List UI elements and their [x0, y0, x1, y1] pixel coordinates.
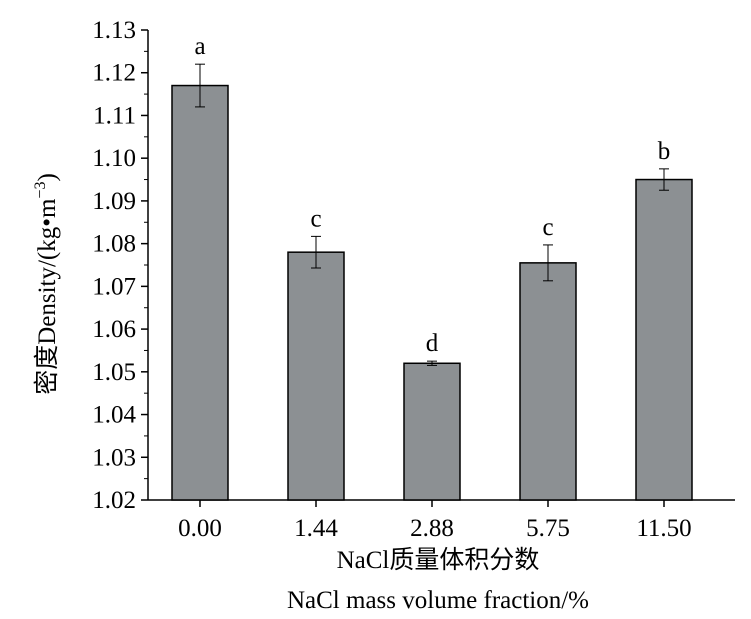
- x-tick-label: 0.00: [178, 515, 222, 542]
- bar: [171, 84, 229, 501]
- x-axis-title-cn: NaCl质量体积分数: [337, 546, 540, 574]
- x-axis-ticks: 0.00 1.44 2.88 5.75 11.50: [178, 500, 692, 542]
- y-tick-label: 1.10: [92, 145, 136, 172]
- y-tick-label: 1.09: [92, 188, 136, 215]
- bar: [635, 178, 693, 501]
- bar: [519, 262, 577, 501]
- significance-label: b: [658, 138, 671, 165]
- bars: a c d c b: [171, 33, 693, 501]
- y-tick-label: 1.08: [92, 231, 136, 258]
- y-tick-label: 1.05: [92, 359, 136, 386]
- y-tick-label: 1.13: [92, 17, 136, 44]
- bar: [403, 362, 461, 501]
- x-axis-title-en: NaCl mass volume fraction/%: [287, 587, 589, 614]
- significance-label: c: [310, 205, 321, 232]
- significance-label: d: [426, 330, 439, 357]
- y-tick-label: 1.07: [92, 273, 136, 300]
- x-tick-label: 1.44: [294, 515, 338, 542]
- y-tick-label: 1.03: [92, 444, 136, 471]
- y-axis-ticks: 1.02 1.03 1.04 1.05 1.06 1.07 1.08 1.09 1.10 1.11…: [92, 17, 148, 514]
- y-axis-title-close: ): [34, 173, 61, 181]
- y-tick-label: 1.04: [92, 402, 136, 429]
- y-tick-label: 1.12: [92, 60, 136, 87]
- y-axis-title-sup: −3: [32, 182, 49, 199]
- y-axis-title: 密度Density/(kg•m−3): [32, 173, 61, 395]
- bar: [287, 251, 345, 501]
- y-tick-label: 1.06: [92, 316, 136, 343]
- significance-label: a: [194, 33, 205, 60]
- significance-label: c: [542, 214, 553, 241]
- x-tick-label: 2.88: [410, 515, 454, 542]
- x-tick-label: 5.75: [526, 515, 570, 542]
- y-axis-title-main: 密度Density/(kg•m: [33, 198, 61, 395]
- y-tick-label: 1.11: [93, 102, 136, 129]
- x-tick-label: 11.50: [636, 515, 691, 542]
- y-tick-label: 1.02: [92, 487, 136, 514]
